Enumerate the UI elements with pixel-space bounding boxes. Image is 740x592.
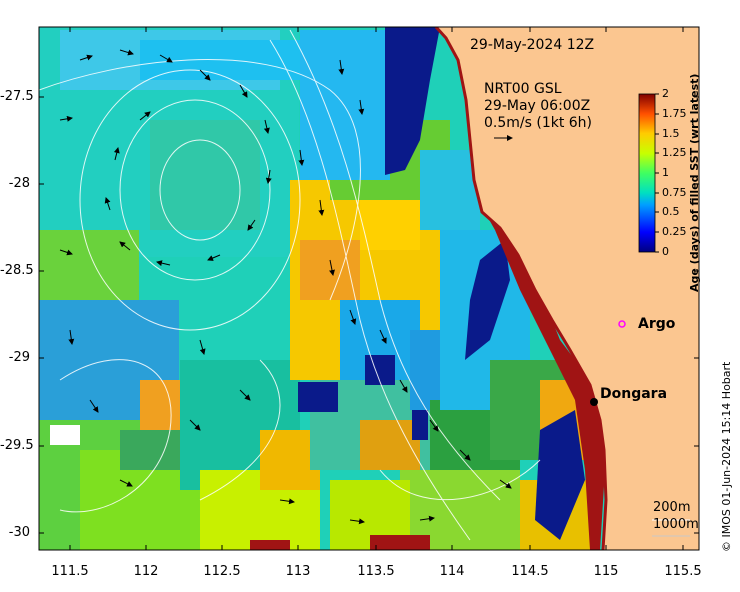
x-tick-label: 115 [593, 564, 619, 579]
credit-text: © IMOS 01-Jun-2024 15:14 Hobart [720, 361, 733, 552]
colorbar-tick: 1.75 [662, 107, 687, 120]
y-tick-label: -28 [8, 176, 30, 191]
colorbar-label: Age (days) of filled SST (wrt latest) [688, 73, 701, 292]
y-tick-label: -27.5 [0, 89, 34, 104]
x-tick-label: 112 [133, 564, 159, 579]
product-line-3: 0.5m/s (1kt 6h) [484, 115, 593, 131]
colorbar-tick: 1.5 [662, 127, 680, 140]
contour-lines [39, 29, 541, 541]
y-tick-label: -30 [8, 525, 30, 540]
isobath-label-1000m: 1000m [653, 517, 699, 532]
x-tick-label: 114.5 [511, 564, 549, 579]
y-tick-label: -28.5 [0, 263, 34, 278]
product-line-1: NRT00 GSL [484, 81, 562, 97]
map-title: 29-May-2024 12Z [470, 37, 595, 53]
x-tick-label: 113.5 [357, 564, 395, 579]
sst-age-field [39, 27, 605, 550]
colorbar-tick: 0.5 [662, 205, 680, 218]
dongara-marker [590, 398, 598, 406]
colorbar-tick: 0.25 [662, 225, 687, 238]
land [436, 27, 699, 550]
colorbar-tick: 1.25 [662, 146, 687, 159]
colorbar-tick: 1 [662, 166, 669, 179]
colorbar-tick: 0.75 [662, 186, 687, 199]
x-tick-label: 111.5 [51, 564, 89, 579]
argo-label: Argo [638, 316, 676, 332]
y-tick-label: -29 [8, 350, 30, 365]
colorbar [638, 93, 656, 253]
x-tick-label: 113 [285, 564, 311, 579]
dongara-label: Dongara [600, 386, 668, 402]
isobath-label-200m: 200m [653, 500, 691, 515]
colorbar-tick: 2 [662, 87, 669, 100]
x-tick-label: 114 [439, 564, 465, 579]
x-tick-label: 112.5 [203, 564, 241, 579]
x-tick-label: 115.5 [664, 564, 702, 579]
argo-marker [618, 320, 626, 328]
colorbar-tick: 0 [662, 245, 669, 258]
current-vectors [59, 49, 512, 525]
y-tick-label: -29.5 [0, 438, 34, 453]
product-line-2: 29-May 06:00Z [484, 98, 591, 114]
